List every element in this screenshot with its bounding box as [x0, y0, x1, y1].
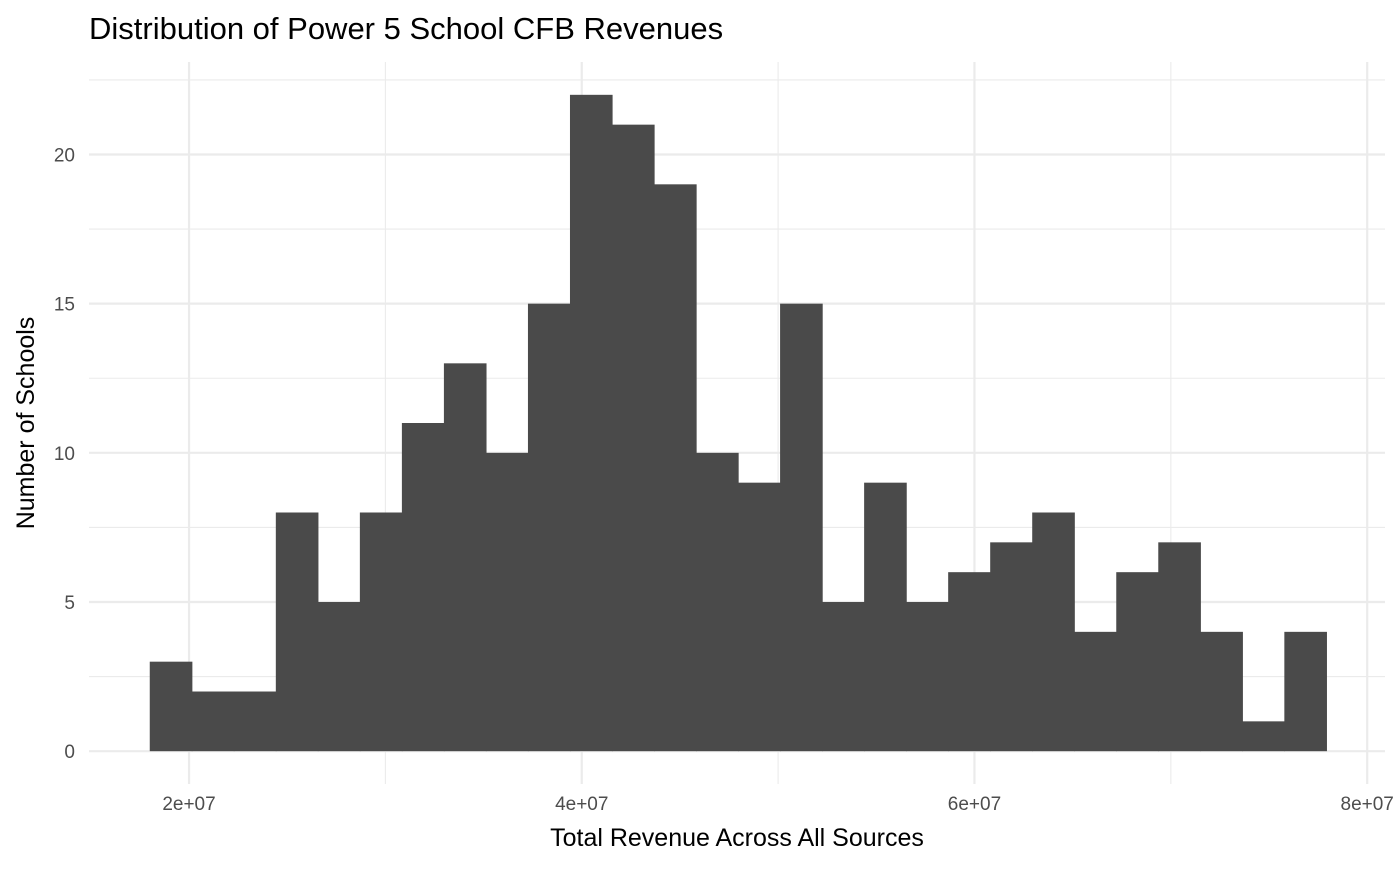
histogram-bar — [485, 452, 529, 752]
histogram-bar — [443, 363, 487, 752]
histogram-bar — [359, 512, 403, 752]
x-tick-label: 6e+07 — [948, 794, 1001, 815]
y-tick-label: 10 — [54, 444, 75, 465]
histogram-bar — [149, 661, 193, 752]
histogram-bar — [1200, 631, 1243, 752]
x-tick-label: 2e+07 — [162, 794, 215, 815]
y-tick-label: 15 — [54, 295, 75, 316]
histogram-bar — [1116, 572, 1159, 752]
histogram-bar — [1284, 631, 1327, 752]
histogram-bar — [191, 691, 235, 752]
histogram-bar — [1242, 721, 1285, 752]
histogram-bar — [527, 303, 571, 752]
chart-title: Distribution of Power 5 School CFB Reven… — [89, 11, 723, 46]
histogram-bar — [1032, 512, 1075, 752]
histogram-bar — [696, 452, 739, 752]
x-axis-title: Total Revenue Across All Sources — [550, 824, 924, 852]
histogram-bar — [822, 602, 865, 752]
histogram-bar — [1158, 542, 1201, 752]
histogram-bar — [569, 94, 613, 752]
histogram-bar — [864, 482, 907, 752]
histogram-bars — [149, 94, 1327, 752]
histogram-bar — [654, 184, 697, 752]
histogram-bar — [948, 572, 991, 752]
histogram-bar — [611, 124, 655, 752]
x-tick-label: 8e+07 — [1341, 794, 1394, 815]
histogram-bar — [990, 542, 1033, 752]
histogram-bar — [906, 602, 949, 752]
histogram-bar — [275, 512, 319, 752]
y-axis-tick-labels: 0 5 10 15 20 — [54, 145, 75, 763]
histogram-bar — [1074, 631, 1117, 752]
histogram-bar — [317, 602, 361, 752]
histogram-bar — [738, 482, 781, 752]
histogram-bar — [233, 691, 277, 752]
y-tick-label: 20 — [54, 145, 75, 166]
y-tick-label: 0 — [64, 742, 75, 763]
x-axis-tick-labels: 2e+07 4e+07 6e+07 8e+07 — [162, 794, 1394, 815]
histogram-bar — [780, 303, 823, 752]
y-axis-title: Number of Schools — [12, 317, 40, 530]
histogram-bar — [401, 423, 445, 752]
y-tick-label: 5 — [64, 593, 75, 614]
x-tick-label: 4e+07 — [555, 794, 608, 815]
